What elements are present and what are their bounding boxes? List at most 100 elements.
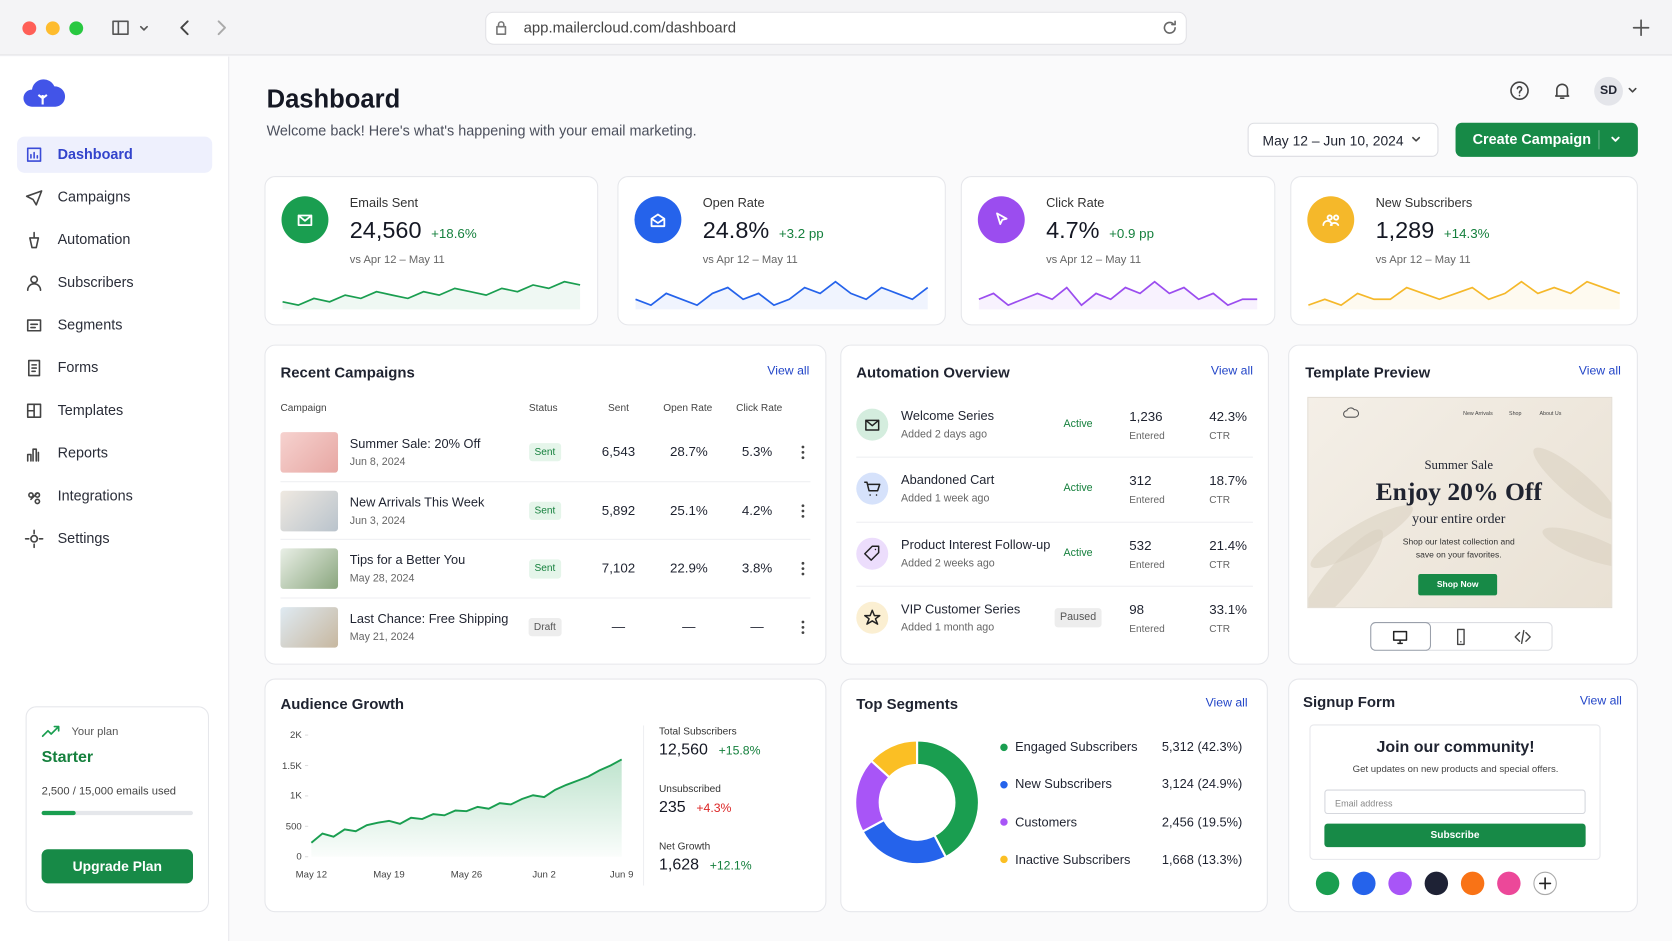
window-button[interactable] (69, 21, 84, 36)
automation-name[interactable]: Welcome Series (901, 408, 994, 424)
nav-icon-shape (25, 190, 43, 206)
template-image: New Arrivals Shop About Us Summer Sale Enjoy… (1307, 396, 1613, 609)
stat-change: +12.1% (709, 859, 752, 873)
x-tick-label: May 19 (373, 869, 405, 880)
row-menu[interactable] (800, 503, 806, 518)
view-all-link[interactable]: View all (1205, 696, 1248, 710)
legend-dot (1000, 818, 1008, 826)
automation-name[interactable]: Product Interest Follow-up (901, 537, 1051, 553)
forward-button (217, 20, 226, 36)
window-button[interactable] (22, 21, 37, 36)
menu-dot (801, 573, 805, 576)
nav-item[interactable] (17, 435, 212, 471)
color-swatch[interactable] (1497, 871, 1521, 896)
nav-item[interactable] (17, 350, 212, 386)
avatar-chevron (1628, 87, 1637, 93)
campaign-open-rate: 22.9% (669, 561, 708, 577)
campaign-name[interactable]: Last Chance: Free Shipping (349, 611, 509, 627)
color-swatch[interactable] (1460, 871, 1485, 896)
row-divider (280, 480, 811, 482)
nav-icon-shape (29, 231, 40, 249)
color-swatch[interactable] (1315, 871, 1340, 896)
template-nav-link: About Us (1539, 410, 1562, 418)
automation-icon (864, 545, 880, 561)
automation-icon (864, 609, 881, 625)
email-input[interactable]: Email address (1324, 789, 1586, 815)
view-all-link[interactable]: View all (1578, 364, 1621, 378)
upgrade-button[interactable]: Upgrade Plan (41, 849, 194, 884)
top-segments-card (840, 678, 1268, 913)
nav-label: Reports (57, 444, 108, 461)
leaf (1542, 527, 1612, 568)
campaign-name[interactable]: Summer Sale: 20% Off (349, 436, 481, 452)
automation-ctr: 18.7% (1209, 473, 1248, 489)
sparkline-line (635, 280, 929, 307)
card-title: Audience Growth (280, 695, 405, 713)
nav-label: Forms (57, 359, 99, 376)
template-logo (1343, 407, 1360, 418)
campaign-open-rate: — (682, 619, 696, 635)
create-campaign-button[interactable]: Create Campaign (1455, 122, 1638, 157)
row-menu[interactable] (800, 620, 806, 635)
campaign-click-rate: 3.8% (741, 561, 773, 577)
row-menu[interactable] (800, 445, 806, 460)
automation-icon-shape (865, 419, 880, 431)
audience-chart (304, 734, 623, 858)
color-swatch[interactable] (1352, 871, 1376, 896)
campaign-thumbnail (280, 607, 339, 648)
menu-dot (801, 631, 805, 635)
automation-name[interactable]: Abandoned Cart (901, 472, 995, 488)
automation-entered-label: Entered (1129, 430, 1165, 443)
help-button (1510, 81, 1529, 101)
automation-name[interactable]: VIP Customer Series (901, 601, 1021, 617)
menu-dot (801, 620, 805, 624)
color-swatch[interactable] (1388, 871, 1412, 896)
date-range-button[interactable]: May 12 – Jun 10, 2024 (1247, 122, 1439, 157)
sparkline (978, 280, 1258, 310)
x-tick-label: Jun 9 (609, 869, 634, 880)
nav-icon-shape (27, 359, 41, 377)
automation-icon-circle (856, 408, 889, 441)
template-button: Shop Now (1418, 573, 1498, 596)
row-menu[interactable] (800, 562, 806, 577)
color-swatch[interactable] (1424, 871, 1449, 896)
legend-dot (1000, 856, 1008, 864)
campaign-name[interactable]: New Arrivals This Week (349, 494, 485, 510)
nav-icon-shape (26, 403, 42, 418)
automation-entered-label: Entered (1129, 494, 1165, 507)
automation-ctr: 33.1% (1209, 602, 1248, 618)
kpi-icon (650, 213, 666, 228)
automation-ctr-label: CTR (1209, 558, 1231, 571)
automation-status: Active (1058, 479, 1098, 499)
column-header: Open Rate (663, 402, 713, 415)
window-button[interactable] (45, 21, 60, 36)
sparkline (635, 280, 929, 310)
avatar[interactable]: SD (1594, 76, 1623, 106)
automation-ctr: 42.3% (1209, 409, 1248, 425)
nav-icon (26, 448, 40, 462)
status-badge: Sent (529, 501, 561, 520)
kpi-icon (297, 214, 313, 227)
view-all-link[interactable]: View all (767, 364, 810, 378)
legend-dot (1000, 780, 1008, 789)
nav-item[interactable] (17, 521, 212, 557)
device-selected[interactable] (1370, 622, 1432, 651)
campaign-name[interactable]: Tips for a Better You (349, 552, 466, 568)
view-all-link[interactable]: View all (1210, 364, 1253, 378)
row-divider (856, 585, 1253, 587)
menu-dot (801, 562, 805, 566)
date-range: May 12 – Jun 10, 2024 (1262, 132, 1404, 149)
kpi-icon-shape (996, 212, 1008, 225)
automation-icon (864, 481, 881, 497)
automation-card (840, 344, 1269, 665)
campaign-click-rate: 5.3% (741, 444, 773, 460)
status-badge: Sent (529, 443, 561, 462)
template-headline: Enjoy 20% Off (1375, 478, 1542, 507)
legend-label: Inactive Subscribers (1015, 852, 1131, 868)
url-bar[interactable] (485, 11, 1187, 45)
view-all-link[interactable]: View all (1579, 694, 1622, 708)
subscribe-button[interactable]: Subscribe (1324, 823, 1586, 848)
chevron-shape (139, 25, 148, 31)
code-icon (1514, 629, 1531, 645)
cta-chevron-shape (1611, 136, 1620, 142)
